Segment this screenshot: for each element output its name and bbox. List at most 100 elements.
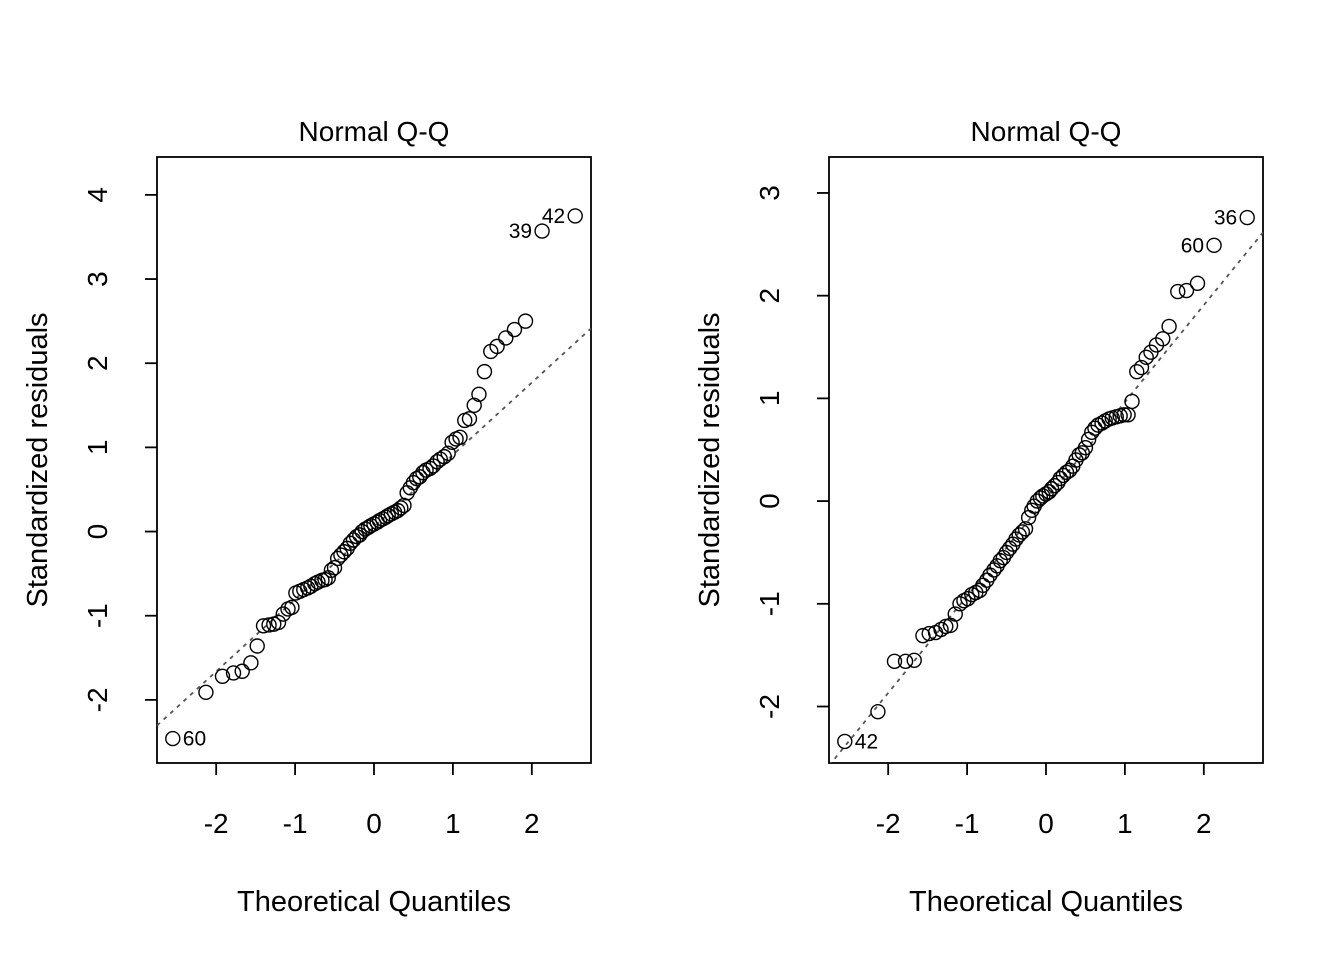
data-point: [1155, 331, 1171, 347]
y-tick-label: 0: [754, 493, 785, 509]
y-tick-label: 4: [82, 187, 113, 203]
data-point: [466, 397, 482, 413]
qq-reference-line: [157, 327, 591, 727]
plot-title: Normal Q-Q: [971, 116, 1122, 147]
data-point: [476, 363, 493, 380]
data-point: [897, 653, 914, 670]
y-tick-label: -2: [754, 694, 785, 719]
data-point: [348, 528, 365, 545]
y-tick-label: 2: [82, 355, 113, 371]
y-axis-label: Standardized residuals: [22, 312, 54, 607]
data-point: [326, 560, 343, 576]
data-point: [1178, 282, 1195, 299]
outlier-point: [534, 223, 550, 239]
x-axis-label: Theoretical Quantiles: [909, 886, 1183, 918]
data-point: [471, 386, 487, 403]
data-point: [1138, 349, 1154, 365]
data-point: [249, 638, 265, 654]
outlier-label: 42: [855, 730, 878, 753]
x-tick-label: 1: [445, 808, 461, 839]
data-point: [952, 596, 968, 612]
data-point: [975, 577, 991, 594]
y-tick-label: -1: [82, 603, 113, 628]
outlier-label: 60: [183, 728, 206, 751]
data-point: [1170, 283, 1186, 300]
y-tick-label: 3: [82, 271, 113, 287]
x-axis-label: Theoretical Quantiles: [237, 886, 511, 918]
y-tick-label: -1: [754, 591, 785, 616]
data-point: [444, 434, 460, 451]
data-point: [323, 562, 340, 578]
x-tick-label: 2: [524, 808, 540, 839]
data-point: [517, 313, 534, 329]
x-tick-label: 0: [366, 808, 382, 839]
data-point: [906, 652, 922, 668]
y-tick-label: 3: [754, 185, 785, 201]
data-point: [933, 621, 949, 638]
qq-plot-panel-2: Normal Q-Q Theoretical Quantiles Standar…: [694, 116, 1264, 918]
data-point: [489, 338, 505, 355]
data-point: [436, 448, 452, 465]
x-tick-label: -2: [204, 808, 229, 839]
y-axis-label: Standardized residuals: [694, 312, 726, 607]
y-tick-label: 0: [82, 524, 113, 540]
outlier-point: [165, 730, 181, 747]
outlier-label: 42: [542, 205, 565, 228]
data-point: [870, 703, 886, 720]
plot-title: Normal Q-Q: [299, 116, 450, 147]
outlier-point: [1239, 209, 1255, 226]
outlier-label: 60: [1181, 234, 1204, 257]
data-point: [270, 614, 287, 631]
data-point: [452, 429, 468, 445]
data-point: [1014, 524, 1031, 540]
data-point: [1133, 359, 1150, 376]
data-point: [284, 599, 300, 615]
outlier-label: 36: [1214, 207, 1237, 230]
x-tick-label: 2: [1196, 808, 1212, 839]
outlier-point: [837, 733, 853, 750]
data-point: [960, 590, 976, 607]
data-point: [214, 668, 231, 685]
data-point: [393, 500, 409, 516]
data-point: [1124, 393, 1140, 410]
data-point: [1077, 439, 1094, 456]
x-tick-label: 1: [1117, 808, 1133, 839]
data-point: [1024, 502, 1040, 519]
outlier-label: 39: [509, 220, 532, 243]
y-tick-label: 1: [754, 391, 785, 407]
qq-plot-panel-1: Normal Q-Q Theoretical Quantiles Standar…: [22, 116, 592, 918]
x-tick-label: -2: [876, 808, 901, 839]
data-point: [1116, 407, 1132, 423]
data-point: [1161, 318, 1177, 335]
y-tick-label: -2: [82, 687, 113, 712]
data-point: [886, 653, 903, 670]
qq-reference-line: [830, 231, 1263, 763]
data-point: [1129, 363, 1145, 380]
y-tick-label: 2: [754, 288, 785, 304]
data-point: [1017, 521, 1034, 537]
data-point: [198, 684, 214, 700]
data-point: [461, 411, 478, 427]
data-point: [1038, 486, 1054, 502]
data-point: [225, 665, 242, 681]
data-point: [234, 663, 250, 679]
x-tick-label: -1: [955, 808, 980, 839]
data-point: [1189, 275, 1206, 292]
x-tick-label: 0: [1038, 808, 1054, 839]
x-tick-label: -1: [283, 808, 308, 839]
data-point: [498, 330, 514, 346]
data-point: [947, 606, 963, 622]
data-point: [307, 576, 323, 592]
data-point: [432, 451, 448, 467]
data-point: [255, 618, 272, 634]
data-point: [972, 582, 988, 599]
data-point: [261, 617, 277, 633]
data-point: [440, 445, 456, 461]
data-point: [506, 321, 523, 338]
data-point: [243, 655, 259, 671]
y-tick-label: 1: [82, 440, 113, 456]
data-point: [352, 527, 368, 543]
plot-frame: [156, 156, 592, 764]
outlier-point: [567, 208, 583, 224]
